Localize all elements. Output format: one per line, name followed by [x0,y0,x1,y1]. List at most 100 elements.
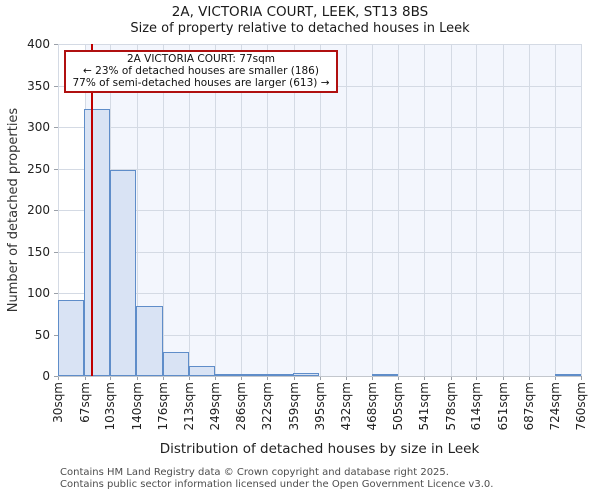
x-tick-label: 724sqm [548,382,563,431]
gridline-vertical [58,44,59,376]
x-tick-mark [581,376,582,380]
x-tick-mark [84,376,86,380]
x-tick-label: 505sqm [391,382,406,431]
histogram-bar [293,372,320,376]
x-tick-mark [450,376,452,380]
gridline-vertical [214,44,216,376]
histogram-bar [84,108,111,376]
x-tick-label: 286sqm [234,382,249,431]
x-tick-label: 140sqm [129,382,144,431]
x-tick-label: 687sqm [521,382,536,431]
plot-area [58,44,582,377]
gridline-vertical [293,44,295,376]
x-tick-mark [214,376,216,380]
y-tick-mark [54,85,58,87]
x-axis-label: Distribution of detached houses by size … [159,441,480,457]
x-tick-label: 176sqm [155,382,170,431]
x-tick-label: 103sqm [103,382,118,431]
x-tick-mark [189,376,191,380]
gridline-vertical [450,44,452,376]
x-tick-label: 395sqm [312,382,327,431]
gridline-vertical [346,44,347,376]
gridline-vertical [528,44,530,376]
x-tick-mark [528,376,530,380]
histogram-bar [58,299,85,376]
x-tick-mark [398,376,400,380]
gridline-vertical [136,44,138,376]
gridline-vertical [398,44,400,376]
y-tick-label: 350 [27,78,50,93]
histogram-bar [241,374,268,376]
x-tick-mark [58,376,59,380]
y-tick-mark [54,168,58,170]
histogram-bar [110,170,137,376]
gridline-vertical [476,44,478,376]
y-tick-mark [54,293,58,294]
y-tick-label: 250 [27,161,50,176]
x-tick-mark [110,376,112,380]
x-tick-mark [241,376,243,380]
x-tick-label: 322sqm [260,382,275,431]
gridline-vertical [371,44,373,376]
x-tick-label: 468sqm [364,382,379,431]
gridline-vertical [581,44,582,376]
y-tick-label: 100 [27,286,50,300]
gridline-vertical [267,44,269,376]
x-tick-label: 651sqm [495,382,510,431]
gridline-vertical [424,44,426,376]
histogram-bar [188,366,215,376]
gridline-vertical [241,44,243,376]
y-tick-label: 200 [27,203,50,217]
gridline-vertical [555,44,557,376]
x-tick-label: 614sqm [469,382,484,431]
y-tick-label: 400 [27,37,50,51]
x-tick-mark [502,376,504,380]
x-tick-mark [136,376,138,380]
footer-line-2: Contains public sector information licen… [60,479,494,490]
histogram-bar [371,374,398,376]
gridline-vertical [502,44,504,376]
x-tick-mark [162,376,164,380]
x-tick-mark [346,376,347,380]
x-tick-label: 67sqm [77,382,92,423]
annotation-line-2: ← 23% of detached houses are smaller (18… [83,65,319,77]
chart-subtitle: Size of property relative to detached ho… [130,21,470,36]
y-tick-mark [54,210,58,211]
y-tick-label: 150 [27,244,50,259]
annotation-line-1: 2A VICTORIA COURT: 77sqm [126,53,276,65]
x-tick-label: 760sqm [574,382,588,431]
x-tick-mark [293,376,295,380]
x-tick-mark [267,376,269,380]
x-tick-label: 359sqm [286,382,301,431]
gridline-vertical [162,44,164,376]
x-tick-label: 578sqm [443,382,458,431]
annotation-line-3: 77% of semi-detached houses are larger (… [72,77,330,89]
y-tick-label: 0 [42,369,50,383]
y-tick-label: 50 [34,327,50,342]
histogram-bar [162,351,189,376]
x-tick-label: 249sqm [207,382,222,431]
gridline-vertical [189,44,191,376]
gridline-vertical [319,44,321,376]
x-tick-label: 30sqm [51,382,65,423]
y-tick-mark [54,376,58,377]
histogram-bar [136,306,163,376]
x-tick-mark [555,376,557,380]
x-tick-mark [371,376,373,380]
annotation-box: 2A VICTORIA COURT: 77sqm ← 23% of detach… [64,50,338,93]
histogram-bar [267,373,294,376]
histogram-bar [214,373,242,376]
property-marker-line [90,44,93,376]
x-tick-label: 541sqm [417,382,432,431]
y-tick-mark [54,251,58,253]
x-tick-label: 432sqm [339,382,353,431]
histogram-bar [554,374,581,376]
x-tick-mark [424,376,426,380]
footer-line-1: Contains HM Land Registry data © Crown c… [60,467,449,478]
chart-title: 2A, VICTORIA COURT, LEEK, ST13 8BS [171,4,429,20]
x-tick-label: 213sqm [182,382,197,431]
y-tick-mark [54,44,58,45]
y-tick-mark [54,127,58,128]
y-tick-label: 300 [27,120,50,134]
